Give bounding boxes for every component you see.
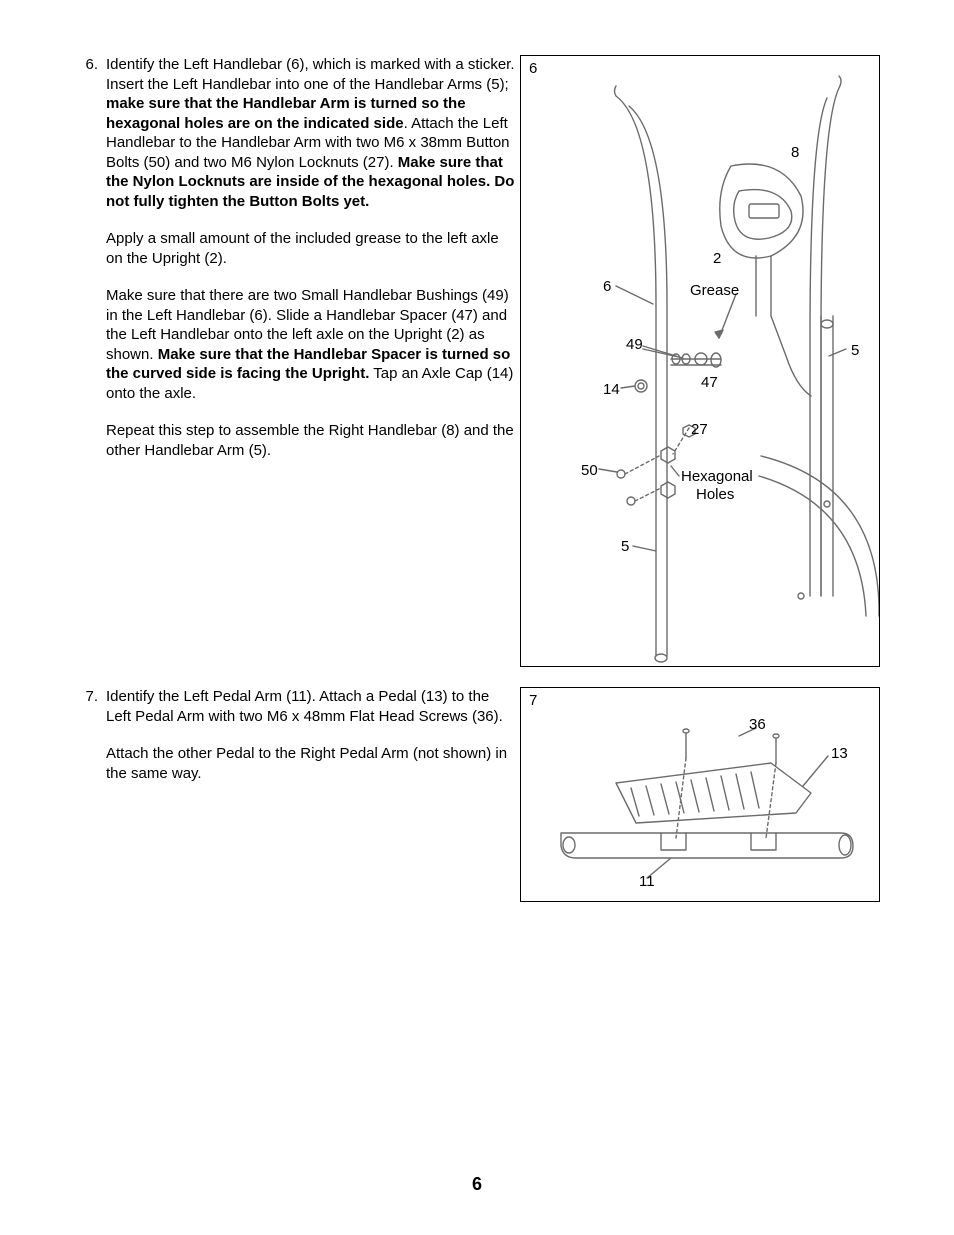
callout-6-8: 27 bbox=[691, 421, 708, 438]
step-6-text: 6. Identify the Left Handlebar (6), whic… bbox=[70, 55, 515, 460]
callout-6-7: 47 bbox=[701, 374, 718, 391]
figure-6-diagram bbox=[521, 56, 879, 666]
figure-6-box: 6 bbox=[520, 55, 880, 667]
callout-6-1: 2 bbox=[713, 250, 721, 267]
figure-7-col: 7 bbox=[520, 687, 884, 902]
callout-6-0: 8 bbox=[791, 144, 799, 161]
step-7-para-2: Attach the other Pedal to the Right Peda… bbox=[106, 744, 515, 783]
callout-6-12: 5 bbox=[621, 538, 629, 555]
figure-7-diagram bbox=[521, 688, 879, 901]
step-7-row: 7. Identify the Left Pedal Arm (11). Att… bbox=[70, 687, 884, 902]
callout-6-10: Hexagonal bbox=[681, 468, 753, 485]
callout-6-5: 5 bbox=[851, 342, 859, 359]
figure-7-box: 7 bbox=[520, 687, 880, 902]
figure-6-panel-label: 6 bbox=[529, 60, 537, 77]
step-7-text: 7. Identify the Left Pedal Arm (11). Att… bbox=[70, 687, 515, 783]
step-6-para-3: Make sure that there are two Small Handl… bbox=[106, 286, 515, 403]
step-7-para-1: Identify the Left Pedal Arm (11). Attach… bbox=[106, 687, 515, 726]
step-7-number: 7. bbox=[70, 687, 106, 783]
step-6-body: Identify the Left Handlebar (6), which i… bbox=[106, 55, 515, 460]
callout-6-2: 6 bbox=[603, 278, 611, 295]
step-6-para-4: Repeat this step to assemble the Right H… bbox=[106, 421, 515, 460]
callout-7-0: 36 bbox=[749, 716, 766, 733]
callout-6-4: 49 bbox=[626, 336, 643, 353]
callout-6-6: 14 bbox=[603, 381, 620, 398]
page-number: 6 bbox=[0, 1174, 954, 1195]
step-6-number: 6. bbox=[70, 55, 106, 460]
step-6-para-1: Identify the Left Handlebar (6), which i… bbox=[106, 55, 515, 211]
figure-7-panel-label: 7 bbox=[529, 692, 537, 709]
callout-7-1: 13 bbox=[831, 745, 848, 762]
figure-6-col: 6 bbox=[520, 55, 884, 667]
step-7-body: Identify the Left Pedal Arm (11). Attach… bbox=[106, 687, 515, 783]
callout-6-11: Holes bbox=[696, 486, 734, 503]
callout-7-2: 11 bbox=[639, 873, 655, 890]
step-6-row: 6. Identify the Left Handlebar (6), whic… bbox=[70, 55, 884, 667]
callout-6-9: 50 bbox=[581, 462, 598, 479]
manual-page: 6. Identify the Left Handlebar (6), whic… bbox=[0, 0, 954, 1235]
step-6-para-2: Apply a small amount of the included gre… bbox=[106, 229, 515, 268]
callout-6-3: Grease bbox=[690, 282, 739, 299]
